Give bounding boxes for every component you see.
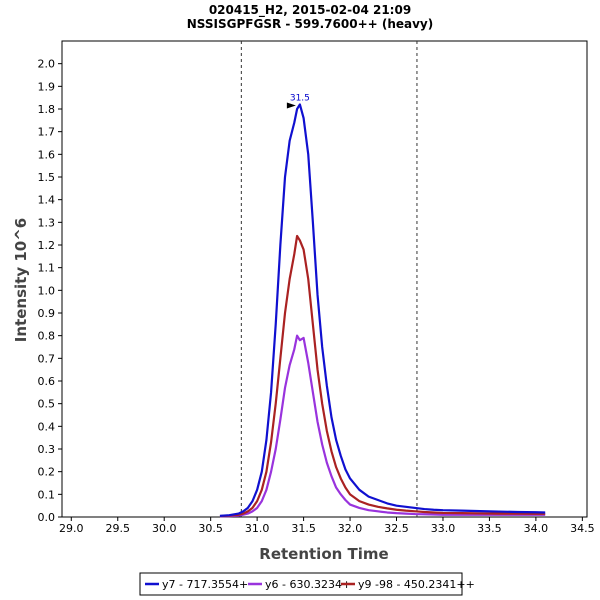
peak-label: 31.5 [290,93,310,103]
y-tick-label: 0.2 [38,466,56,479]
x-tick-label: 29.0 [59,522,84,535]
x-tick-label: 34.0 [524,522,549,535]
plot-area: 29.0 29.5 30.0 30.5 31.0 31.5 32.0 32.5 33.0 33.5… [38,40,595,535]
peak-marker [286,102,296,109]
y-tick-label: 1.4 [38,194,56,207]
y-tick-label: 0.1 [38,488,56,501]
y-tick-label: 1.6 [38,148,56,161]
x-tick-label: 33.5 [477,522,502,535]
x-tick-label: 34.5 [570,522,595,535]
chart-title: 020415_H2, 2015-02-04 21:09 [209,3,411,18]
y-tick-label: 0.0 [38,511,56,524]
y-tick-label: 0.9 [38,307,56,320]
legend: y7 - 717.3554+ y6 - 630.3234+ y9 -98 - 450… [139,572,475,596]
series-line-2 [219,234,546,518]
x-tick-label: 30.0 [152,522,177,535]
x-tick-label: 31.0 [245,522,270,535]
y-tick-label: 1.1 [38,262,56,275]
y-tick-label: 0.7 [38,352,56,365]
x-tick-label: 29.5 [106,522,131,535]
y-tick-label: 1.3 [38,216,56,229]
legend-entry-0: y7 - 717.3554+ [162,578,248,591]
legend-box [139,572,463,596]
y-tick-label: 0.5 [38,398,56,411]
y-tick-label: 2.0 [38,58,56,71]
y-tick-label: 1.7 [38,126,56,139]
y-tick-label: 0.8 [38,330,56,343]
x-tick-label: 30.5 [198,522,223,535]
x-tick-label: 31.5 [291,522,316,535]
y-tick-label: 0.3 [38,443,56,456]
y-tick-label: 0.4 [38,420,56,433]
y-tick-label: 1.5 [38,171,56,184]
y-tick-label: 1.8 [38,103,56,116]
y-axis-label: Intensity 10^6 [12,218,30,342]
x-axis-label: Retention Time [259,545,388,563]
legend-entry-1: y6 - 630.3234+ [265,578,351,591]
y-tick-label: 0.6 [38,375,56,388]
x-tick-label: 33.0 [431,522,456,535]
y-tick-label: 1.9 [38,80,56,93]
x-tick-label: 32.5 [384,522,409,535]
x-tick-label: 32.0 [338,522,363,535]
y-tick-label: 1.2 [38,239,56,252]
y-tick-label: 1.0 [38,284,56,297]
series-line-0 [219,103,546,517]
chart-subtitle: NSSISGPFGSR - 599.7600++ (heavy) [187,17,434,31]
plot-frame [61,40,588,518]
series-line-1 [219,334,546,518]
legend-entry-2: y9 -98 - 450.2341++ [358,578,475,591]
